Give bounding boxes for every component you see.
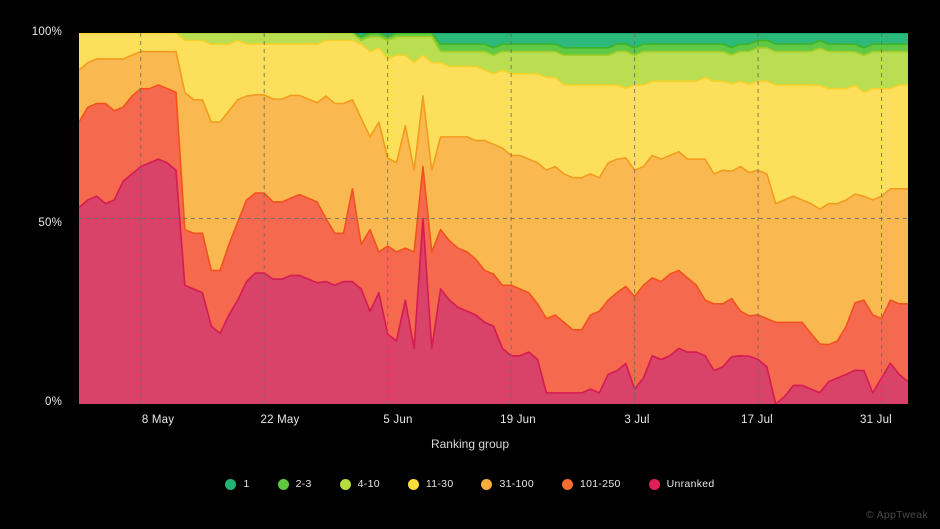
legend-item-11-30[interactable]: 11-30 xyxy=(407,478,454,490)
legend-item-101-250[interactable]: 101-250 xyxy=(561,478,621,490)
x-axis-tick-31jul: 31 Jul xyxy=(860,414,892,426)
x-axis-tick-22may: 22 May xyxy=(260,414,300,426)
x-axis-tick-19jun: 19 Jun xyxy=(500,414,536,426)
area-line-11-30 xyxy=(79,33,908,94)
x-axis-tick-17jul: 17 Jul xyxy=(741,414,773,426)
legend-swatch-icon xyxy=(339,478,351,490)
legend-item-2-3[interactable]: 2-3 xyxy=(277,478,312,490)
legend-item-31-100[interactable]: 31-100 xyxy=(481,478,534,490)
legend-swatch-icon xyxy=(225,478,237,490)
chart-legend: 1 2-3 4-10 11-30 31-100 101-250 Unranked xyxy=(0,478,940,490)
x-axis-tick-8may: 8 May xyxy=(141,414,175,426)
legend-label: 101-250 xyxy=(579,478,621,490)
area-line-4-10 xyxy=(79,33,908,57)
area-line-101-250 xyxy=(79,84,908,346)
y-axis-tick-100: 100% xyxy=(31,26,62,38)
area-line-2-3 xyxy=(79,33,908,49)
gridlines xyxy=(79,33,908,404)
legend-label: 31-100 xyxy=(499,478,534,490)
legend-label: Unranked xyxy=(666,478,715,490)
area-line-31-100 xyxy=(79,50,908,210)
area-line-unranked xyxy=(79,158,908,404)
area-band-unranked[interactable] xyxy=(79,159,908,404)
legend-swatch-icon xyxy=(481,478,493,490)
legend-label: 11-30 xyxy=(425,478,454,490)
legend-item-1[interactable]: 1 xyxy=(225,478,249,490)
legend-swatch-icon xyxy=(561,478,573,490)
legend-label: 2-3 xyxy=(295,478,312,490)
legend-label: 4-10 xyxy=(357,478,380,490)
watermark: © AppTweak xyxy=(865,509,928,521)
y-axis-tick-0: 0% xyxy=(44,396,62,408)
x-axis-tick-3jul: 3 Jul xyxy=(624,414,650,426)
legend-swatch-icon xyxy=(407,478,419,490)
y-axis-tick-50: 50% xyxy=(38,217,62,229)
legend-swatch-icon xyxy=(277,478,289,490)
x-axis-tick-5jun: 5 Jun xyxy=(383,414,413,426)
legend-label: 1 xyxy=(243,478,250,490)
legend-item-4-10[interactable]: 4-10 xyxy=(339,478,380,490)
legend-swatch-icon xyxy=(648,478,660,490)
legend-item-unranked[interactable]: Unranked xyxy=(648,478,715,490)
x-axis-title: Ranking group xyxy=(430,437,510,451)
